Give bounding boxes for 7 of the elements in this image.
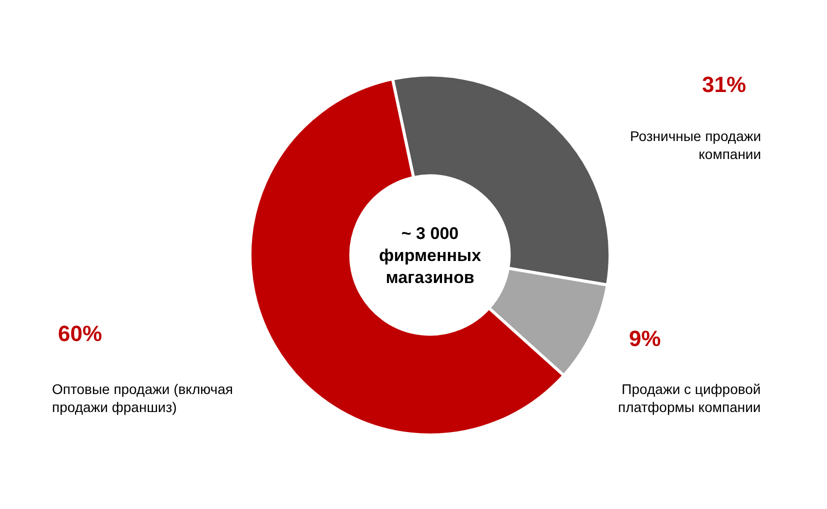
data-label: 31% [702, 72, 746, 97]
data-label: 60% [58, 321, 102, 346]
data-label: 9% [629, 326, 661, 351]
slice-label: Розничные продажи компании [630, 128, 762, 162]
text: ~ 3 000 фирменных магазинов [379, 224, 482, 288]
slice-label: Продажи с цифровой платформы компании [618, 381, 761, 416]
slice-label: Оптовые продажи (включая продажи франшиз) [52, 381, 233, 416]
